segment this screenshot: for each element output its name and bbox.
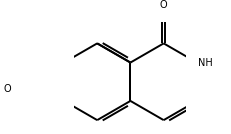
Text: NH: NH [198,58,212,68]
Text: O: O [3,84,11,94]
Text: O: O [159,0,167,10]
